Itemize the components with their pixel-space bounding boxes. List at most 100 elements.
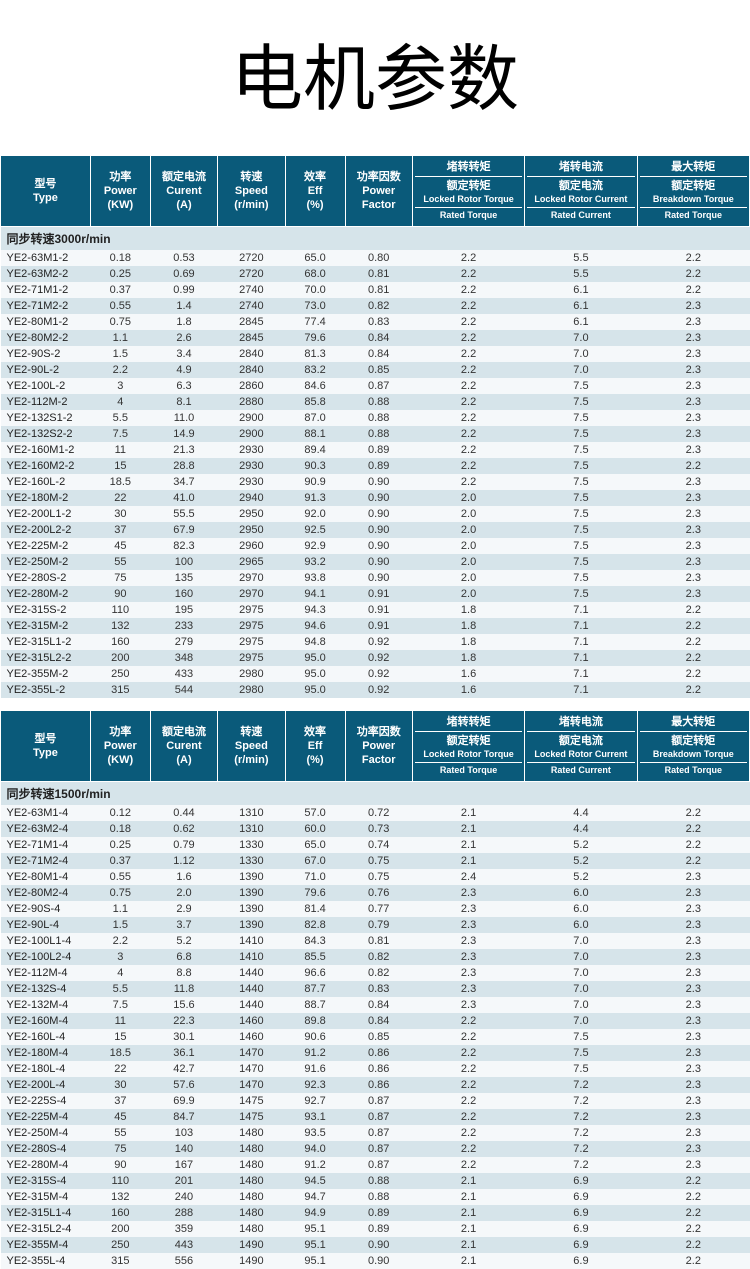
cell: 0.90 bbox=[345, 1237, 412, 1253]
cell: 0.86 bbox=[345, 1077, 412, 1093]
cell: YE2-132S1-2 bbox=[1, 410, 91, 426]
cell: 1480 bbox=[218, 1157, 285, 1173]
cell: YE2-112M-2 bbox=[1, 394, 91, 410]
cell: YE2-160M-4 bbox=[1, 1013, 91, 1029]
cell: 1470 bbox=[218, 1045, 285, 1061]
table-row: YE2-71M2-40.371.12133067.00.752.15.22.2 bbox=[1, 853, 750, 869]
cell: 200 bbox=[90, 1221, 150, 1237]
cell: 2.1 bbox=[412, 1221, 524, 1237]
cell: 5.5 bbox=[525, 250, 637, 266]
cell: 6.1 bbox=[525, 298, 637, 314]
cell: 92.3 bbox=[285, 1077, 345, 1093]
table-row: YE2-63M2-20.250.69272068.00.812.25.52.2 bbox=[1, 266, 750, 282]
cell: 4 bbox=[90, 965, 150, 981]
cell: 7.5 bbox=[525, 538, 637, 554]
cell: 2.1 bbox=[412, 1205, 524, 1221]
cell: 0.81 bbox=[345, 933, 412, 949]
cell: 0.76 bbox=[345, 885, 412, 901]
cell: 195 bbox=[150, 602, 217, 618]
cell: 2.2 bbox=[412, 330, 524, 346]
cell: 1480 bbox=[218, 1221, 285, 1237]
cell: YE2-90L-4 bbox=[1, 917, 91, 933]
cell: 75 bbox=[90, 570, 150, 586]
cell: 233 bbox=[150, 618, 217, 634]
col-pf: 功率因数PowerFactor bbox=[345, 710, 412, 781]
cell: 0.18 bbox=[90, 250, 150, 266]
cell: 2.3 bbox=[637, 362, 749, 378]
table-row: YE2-100L1-42.25.2141084.30.812.37.02.3 bbox=[1, 933, 750, 949]
cell: 41.0 bbox=[150, 490, 217, 506]
cell: 84.6 bbox=[285, 378, 345, 394]
cell: 0.73 bbox=[345, 821, 412, 837]
col-pf: 功率因数PowerFactor bbox=[345, 156, 412, 227]
cell: 7.5 bbox=[525, 1029, 637, 1045]
cell: 92.0 bbox=[285, 506, 345, 522]
cell: 0.89 bbox=[345, 1221, 412, 1237]
table-row: YE2-280M-290160297094.10.912.07.52.3 bbox=[1, 586, 750, 602]
table-row: YE2-80M2-21.12.6284579.60.842.27.02.3 bbox=[1, 330, 750, 346]
table-row: YE2-90L-22.24.9284083.20.852.27.02.3 bbox=[1, 362, 750, 378]
cell: 1.8 bbox=[412, 602, 524, 618]
cell: 2.2 bbox=[412, 266, 524, 282]
cell: 2975 bbox=[218, 634, 285, 650]
cell: 0.84 bbox=[345, 346, 412, 362]
cell: 0.82 bbox=[345, 949, 412, 965]
cell: YE2-280M-4 bbox=[1, 1157, 91, 1173]
col-current: 额定电流Curent(A) bbox=[150, 710, 217, 781]
table-row: YE2-160M2-21528.8293090.30.892.27.52.2 bbox=[1, 458, 750, 474]
cell: 0.91 bbox=[345, 602, 412, 618]
cell: 7.0 bbox=[525, 330, 637, 346]
col-power: 功率Power(KW) bbox=[90, 710, 150, 781]
cell: 7.2 bbox=[525, 1141, 637, 1157]
cell: 0.87 bbox=[345, 1141, 412, 1157]
cell: 2.3 bbox=[637, 1077, 749, 1093]
cell: 11 bbox=[90, 442, 150, 458]
cell: 83.2 bbox=[285, 362, 345, 378]
cell: 2.2 bbox=[637, 266, 749, 282]
cell: 1.8 bbox=[150, 314, 217, 330]
cell: 0.75 bbox=[345, 853, 412, 869]
cell: 7.5 bbox=[90, 426, 150, 442]
cell: 2.6 bbox=[150, 330, 217, 346]
col-speed: 转速Speed(r/min) bbox=[218, 710, 285, 781]
cell: 2.1 bbox=[412, 1173, 524, 1189]
cell: 0.88 bbox=[345, 1173, 412, 1189]
cell: 3 bbox=[90, 949, 150, 965]
cell: YE2-160M2-2 bbox=[1, 458, 91, 474]
cell: 135 bbox=[150, 570, 217, 586]
cell: 160 bbox=[90, 634, 150, 650]
cell: 0.90 bbox=[345, 474, 412, 490]
cell: 2.3 bbox=[637, 522, 749, 538]
cell: 1.8 bbox=[412, 650, 524, 666]
cell: YE2-80M1-2 bbox=[1, 314, 91, 330]
col-bt: 最大转矩额定转矩Breakdown TorqueRated Torque bbox=[637, 710, 749, 781]
cell: 2965 bbox=[218, 554, 285, 570]
cell: 55 bbox=[90, 554, 150, 570]
cell: 88.1 bbox=[285, 426, 345, 442]
cell: 6.3 bbox=[150, 378, 217, 394]
cell: 2.3 bbox=[637, 378, 749, 394]
cell: 1390 bbox=[218, 917, 285, 933]
cell: 87.7 bbox=[285, 981, 345, 997]
cell: 0.62 bbox=[150, 821, 217, 837]
cell: 2.0 bbox=[412, 490, 524, 506]
cell: 2.3 bbox=[637, 1125, 749, 1141]
cell: 2.3 bbox=[412, 965, 524, 981]
cell: 2975 bbox=[218, 602, 285, 618]
cell: 2.3 bbox=[637, 538, 749, 554]
table-row: YE2-200L-43057.6147092.30.862.27.22.3 bbox=[1, 1077, 750, 1093]
cell: 2.2 bbox=[412, 314, 524, 330]
cell: 0.83 bbox=[345, 981, 412, 997]
cell: 1460 bbox=[218, 1013, 285, 1029]
cell: 92.5 bbox=[285, 522, 345, 538]
cell: 7.5 bbox=[525, 490, 637, 506]
cell: YE2-90S-4 bbox=[1, 901, 91, 917]
cell: 94.0 bbox=[285, 1141, 345, 1157]
cell: 3 bbox=[90, 378, 150, 394]
cell: 2980 bbox=[218, 682, 285, 698]
table-row: YE2-280S-275135297093.80.902.07.52.3 bbox=[1, 570, 750, 586]
cell: 6.9 bbox=[525, 1189, 637, 1205]
cell: 93.8 bbox=[285, 570, 345, 586]
cell: YE2-80M1-4 bbox=[1, 869, 91, 885]
table-row: YE2-315L1-4160288148094.90.892.16.92.2 bbox=[1, 1205, 750, 1221]
